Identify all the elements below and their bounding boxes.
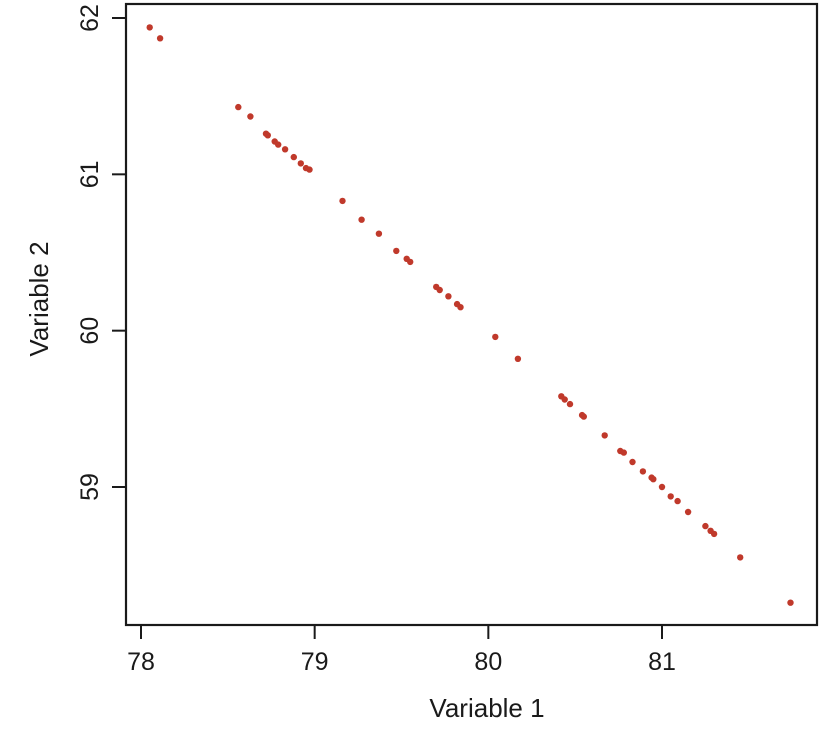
data-point (156, 35, 164, 42)
data-point (787, 599, 794, 606)
y-tick-label: 61 (76, 160, 104, 188)
x-axis-label: Variable 1 (429, 693, 544, 723)
data-point (566, 400, 574, 408)
data-point (639, 468, 647, 475)
data-point (629, 458, 636, 466)
y-tick-label: 59 (76, 473, 104, 501)
data-point (445, 293, 452, 300)
x-tick-label: 78 (127, 648, 155, 676)
data-point (275, 141, 282, 148)
data-points (146, 24, 794, 606)
data-point (290, 153, 297, 161)
data-point (407, 258, 414, 266)
data-point (710, 530, 718, 538)
data-point (674, 497, 681, 505)
data-point (702, 522, 709, 530)
y-tick-label: 60 (76, 317, 104, 345)
data-point (492, 333, 499, 341)
data-point (667, 493, 674, 500)
data-point (281, 146, 289, 153)
y-tick-label: 62 (76, 4, 104, 32)
data-point (561, 396, 568, 403)
data-point (306, 166, 313, 173)
data-point (358, 216, 365, 223)
data-point (684, 508, 692, 516)
data-point (620, 449, 627, 456)
data-point (436, 286, 443, 294)
data-point (601, 432, 608, 439)
data-point (235, 103, 242, 111)
x-tick-label: 81 (648, 648, 676, 676)
plot-frame (124, 2, 819, 627)
data-point (650, 476, 657, 483)
x-axis: 78 79 80 81 (127, 625, 676, 676)
data-point (393, 247, 400, 255)
data-point (146, 24, 153, 31)
x-tick-label: 79 (301, 648, 329, 676)
data-point (580, 413, 587, 420)
data-point (514, 355, 522, 362)
data-point (339, 197, 346, 205)
y-axis-label: Variable 2 (24, 241, 54, 356)
data-point (247, 113, 254, 120)
data-point (457, 304, 464, 311)
data-point (658, 483, 666, 491)
data-point (375, 230, 383, 237)
y-axis: 59 60 61 62 (76, 4, 126, 501)
x-tick-label: 80 (474, 648, 502, 676)
data-point (297, 160, 304, 167)
data-point (264, 132, 271, 139)
data-point (737, 554, 744, 561)
